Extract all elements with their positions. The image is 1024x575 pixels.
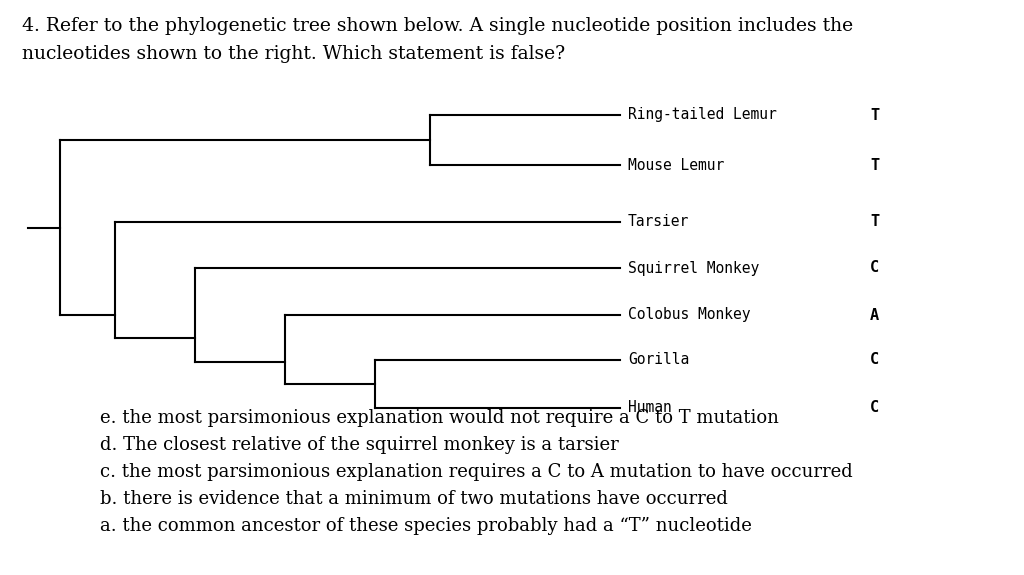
Text: a. the common ancestor of these species probably had a “T” nucleotide: a. the common ancestor of these species … [100,517,752,535]
Text: d. The closest relative of the squirrel monkey is a tarsier: d. The closest relative of the squirrel … [100,436,618,454]
Text: T: T [870,158,880,172]
Text: C: C [870,401,880,416]
Text: c. the most parsimonious explanation requires a C to A mutation to have occurred: c. the most parsimonious explanation req… [100,463,853,481]
Text: b. there is evidence that a minimum of two mutations have occurred: b. there is evidence that a minimum of t… [100,490,728,508]
Text: Mouse Lemur: Mouse Lemur [628,158,724,172]
Text: T: T [870,108,880,122]
Text: Gorilla: Gorilla [628,352,689,367]
Text: Human: Human [628,401,672,416]
Text: C: C [870,260,880,275]
Text: T: T [870,214,880,229]
Text: C: C [870,352,880,367]
Text: e. the most parsimonious explanation would not require a C to T mutation: e. the most parsimonious explanation wou… [100,409,779,427]
Text: Ring-tailed Lemur: Ring-tailed Lemur [628,108,777,122]
Text: Colobus Monkey: Colobus Monkey [628,308,751,323]
Text: A: A [870,308,880,323]
Text: 4. Refer to the phylogenetic tree shown below. A single nucleotide position incl: 4. Refer to the phylogenetic tree shown … [22,17,853,35]
Text: nucleotides shown to the right. Which statement is false?: nucleotides shown to the right. Which st… [22,45,565,63]
Text: Tarsier: Tarsier [628,214,689,229]
Text: Squirrel Monkey: Squirrel Monkey [628,260,759,275]
